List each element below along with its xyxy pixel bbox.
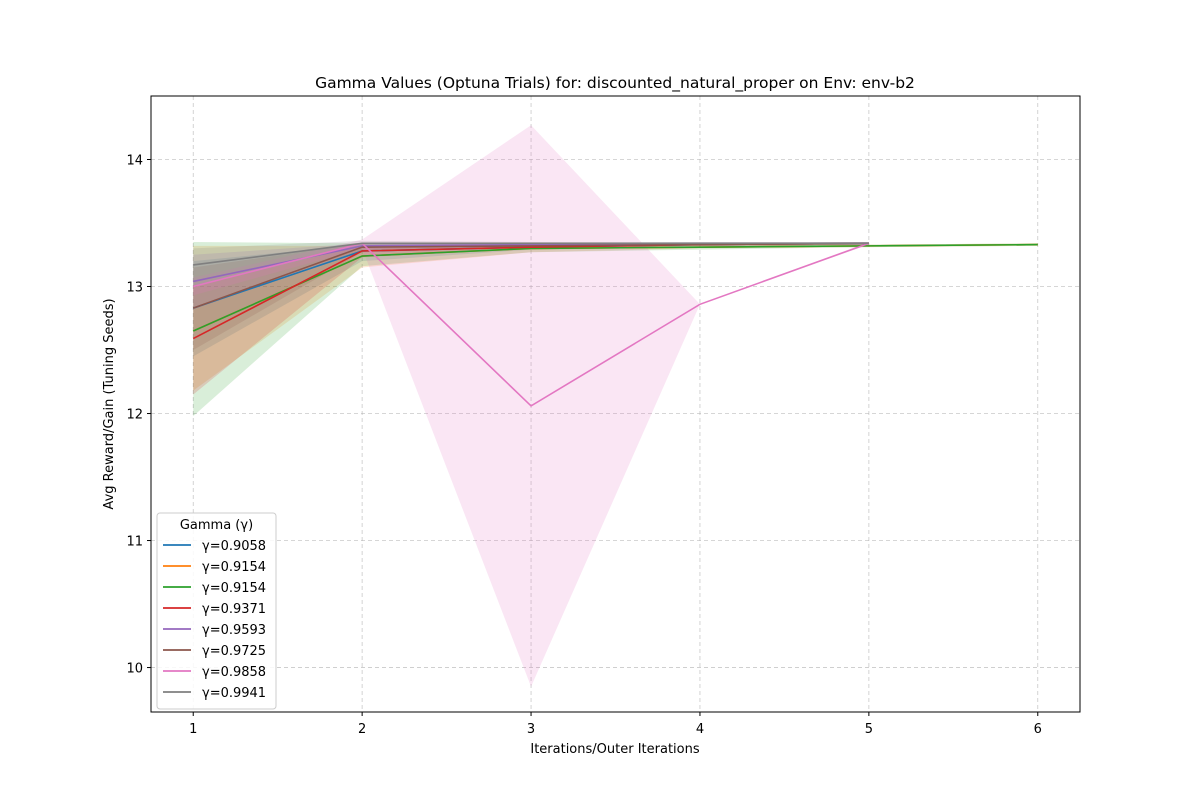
- axes-frame: [150, 95, 1081, 713]
- legend-entry-label: γ=0.9154: [202, 581, 266, 596]
- band-series-2: [193, 243, 1038, 391]
- legend-entry-label: γ=0.9725: [202, 644, 266, 659]
- line-series-3: [192, 243, 1038, 332]
- line-series-8: [193, 242, 869, 266]
- line-series-6: [192, 242, 869, 309]
- legend-title: Gamma (γ): [180, 518, 253, 533]
- y-axis-label: Avg Reward/Gain (Tuning Seeds): [102, 298, 117, 509]
- band-series-8: [193, 240, 869, 287]
- x-tick-label: 6: [1034, 722, 1042, 737]
- grid: [151, 96, 1080, 712]
- chart-title: Gamma Values (Optuna Trials) for: discou…: [315, 74, 915, 93]
- x-tick-label: 4: [696, 722, 704, 737]
- legend-entry-label: γ=0.9058: [202, 539, 266, 554]
- x-axis-label: Iterations/Outer Iterations: [530, 742, 699, 757]
- x-tick-label: 1: [189, 722, 197, 737]
- legend-entry-label: γ=0.9858: [202, 665, 266, 680]
- x-tick-label: 3: [527, 722, 535, 737]
- series-lines: [192, 242, 1038, 407]
- legend-box: [156, 512, 277, 710]
- legend-entry-label: γ=0.9371: [202, 602, 266, 617]
- y-tick-label: 10: [126, 662, 143, 677]
- legend: Gamma (γ) γ=0.9058 γ=0.9154 γ=0.9154 γ=0.937…: [156, 512, 277, 710]
- x-tick-label: 2: [358, 722, 366, 737]
- legend-entry-label: γ=0.9593: [202, 623, 266, 638]
- line-series-7: [193, 242, 870, 407]
- y-tick-label: 14: [126, 154, 143, 169]
- y-tick-label: 11: [126, 535, 143, 550]
- y-tick-label: 12: [126, 408, 143, 423]
- legend-entry-label: γ=0.9941: [202, 686, 266, 701]
- legend-entry-label: γ=0.9154: [202, 560, 266, 575]
- band-series-3: [193, 242, 1038, 417]
- y-tick-label: 13: [126, 281, 143, 296]
- x-tick-label: 5: [865, 722, 873, 737]
